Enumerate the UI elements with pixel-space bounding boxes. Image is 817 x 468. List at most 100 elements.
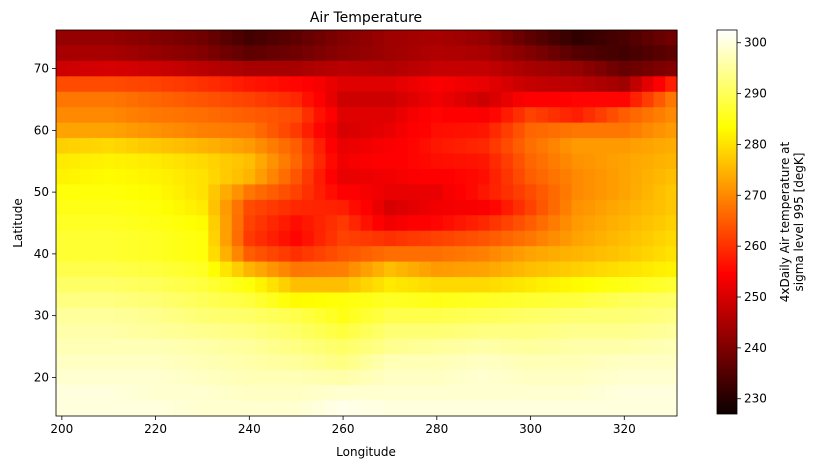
heatmap-cell	[91, 60, 104, 77]
heatmap-cell	[266, 153, 280, 170]
heatmap-cell	[149, 91, 163, 108]
heatmap-cell	[548, 30, 561, 47]
heatmap-cell	[360, 230, 373, 247]
heatmap-cell	[196, 400, 209, 417]
heatmap-cell	[360, 45, 373, 62]
heatmap-cell	[407, 338, 420, 355]
heatmap-cell	[56, 215, 69, 232]
heatmap-cell	[395, 107, 409, 124]
heatmap-cell	[630, 277, 643, 294]
colorbar-tick-label: 280	[744, 137, 767, 151]
heatmap-cell	[278, 107, 291, 124]
heatmap-cell	[325, 76, 338, 93]
heatmap-cell	[102, 122, 116, 139]
heatmap-cell	[618, 338, 631, 355]
heatmap-cell	[184, 385, 198, 402]
heatmap-cell	[536, 338, 549, 355]
heatmap-cell	[173, 230, 186, 247]
heatmap-cell	[360, 261, 373, 278]
heatmap-cell	[56, 385, 69, 402]
heatmap-cell	[231, 323, 245, 340]
heatmap-cell	[430, 261, 444, 278]
heatmap-cell	[138, 122, 151, 139]
heatmap-cell	[665, 30, 678, 47]
heatmap-cell	[360, 122, 373, 139]
heatmap-cell	[407, 277, 420, 294]
heatmap-cell	[184, 153, 198, 170]
heatmap-cell	[208, 246, 221, 263]
heatmap-cell	[161, 30, 174, 47]
heatmap-cell	[372, 153, 385, 170]
heatmap-cell	[536, 107, 549, 124]
heatmap-cell	[395, 168, 409, 185]
heatmap-cell	[220, 91, 233, 108]
heatmap-cell	[255, 138, 268, 155]
heatmap-cell	[454, 354, 467, 371]
heatmap-cell	[79, 76, 92, 93]
heatmap-cell	[454, 168, 467, 185]
heatmap-cell	[606, 307, 620, 324]
heatmap-cell	[348, 60, 362, 77]
colorbar-label-line-1: 4xDaily Air temperature at	[778, 141, 792, 302]
heatmap-cell	[583, 199, 596, 216]
heatmap-cell	[641, 307, 655, 324]
heatmap-cell	[653, 400, 666, 417]
heatmap-cell	[243, 338, 256, 355]
heatmap-cell	[337, 215, 350, 232]
heatmap-cell	[606, 184, 620, 201]
heatmap-cell	[255, 122, 268, 139]
heatmap-cell	[149, 122, 163, 139]
heatmap-cell	[466, 215, 479, 232]
heatmap-cell	[395, 76, 409, 93]
heatmap-cell	[337, 45, 350, 62]
heatmap-cell	[278, 199, 291, 216]
heatmap-cell	[79, 122, 92, 139]
heatmap-cell	[641, 261, 655, 278]
heatmap-cell	[583, 60, 596, 77]
heatmap-cell	[138, 215, 151, 232]
heatmap-cell	[161, 215, 174, 232]
heatmap-cell	[618, 153, 631, 170]
heatmap-cell	[243, 385, 256, 402]
heatmap-cell	[571, 385, 584, 402]
heatmap-cell	[430, 107, 444, 124]
heatmap-cell	[630, 230, 643, 247]
heatmap-cell	[161, 307, 174, 324]
heatmap-cell	[665, 292, 678, 309]
heatmap-cell	[454, 292, 467, 309]
heatmap-cell	[149, 184, 163, 201]
heatmap-cell	[442, 138, 455, 155]
heatmap-cell	[524, 60, 537, 77]
heatmap-cell	[477, 230, 491, 247]
heatmap-cell	[337, 122, 350, 139]
heatmap-cell	[489, 76, 502, 93]
heatmap-cell	[571, 292, 584, 309]
heatmap-cell	[126, 307, 139, 324]
heatmap-cell	[665, 215, 678, 232]
heatmap-cell	[149, 215, 163, 232]
heatmap-cell	[419, 292, 432, 309]
heatmap-cell	[395, 292, 409, 309]
heatmap-cell	[501, 122, 514, 139]
colorbar-tick-label: 250	[744, 290, 767, 304]
heatmap-cell	[618, 385, 631, 402]
heatmap-cell	[102, 292, 116, 309]
heatmap-cell	[173, 261, 186, 278]
heatmap-cell	[302, 307, 315, 324]
heatmap-cell	[372, 184, 385, 201]
heatmap-cell	[407, 60, 420, 77]
heatmap-cell	[430, 369, 444, 386]
heatmap-cell	[184, 76, 198, 93]
heatmap-cell	[630, 354, 643, 371]
heatmap-cell	[266, 122, 280, 139]
heatmap-cell	[220, 122, 233, 139]
heatmap-cell	[208, 323, 221, 340]
heatmap-cell	[665, 138, 678, 155]
heatmap-cell	[255, 230, 268, 247]
heatmap-cell	[220, 76, 233, 93]
heatmap-cell	[337, 261, 350, 278]
heatmap-cell	[126, 184, 139, 201]
heatmap-cell	[278, 153, 291, 170]
heatmap-cell	[489, 246, 502, 263]
heatmap-cell	[325, 261, 338, 278]
